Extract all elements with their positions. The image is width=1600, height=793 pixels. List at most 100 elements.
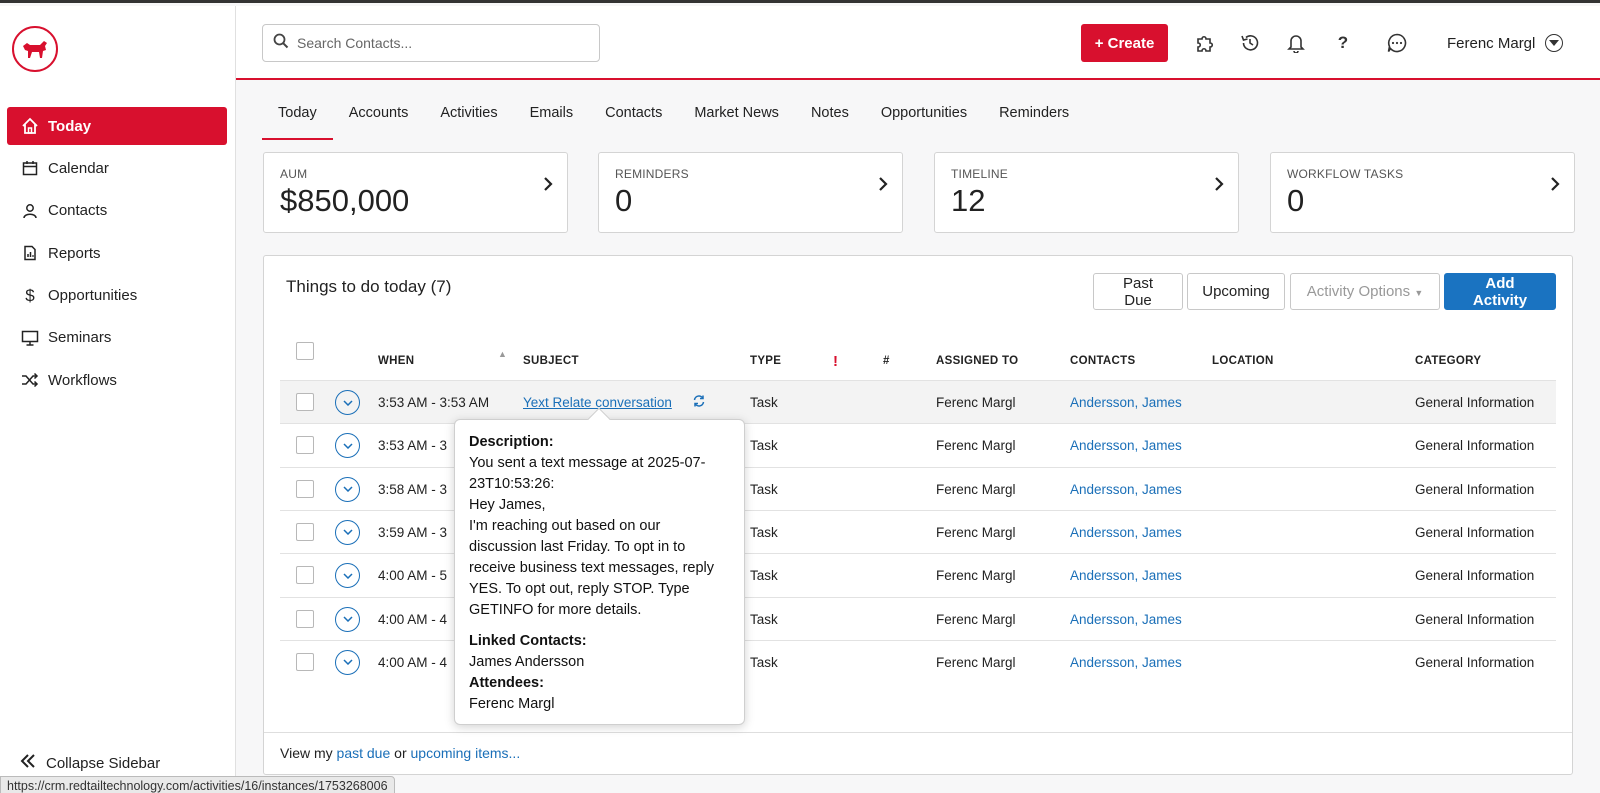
- table-row[interactable]: 4:00 AM - 4 Task Ferenc Margl Andersson,…: [280, 639, 1556, 683]
- tab-market-news[interactable]: Market News: [694, 105, 779, 121]
- row-when: 3:53 AM - 3:53 AM: [378, 395, 490, 410]
- tab-opportunities[interactable]: Opportunities: [880, 105, 968, 121]
- row-checkbox[interactable]: [296, 436, 314, 455]
- col-priority[interactable]: !: [833, 353, 839, 370]
- create-button[interactable]: + Create: [1081, 24, 1168, 62]
- expand-row-icon[interactable]: [335, 606, 360, 632]
- tab-accounts[interactable]: Accounts: [348, 105, 409, 121]
- expand-row-icon[interactable]: [335, 476, 360, 502]
- sidebar-item-workflows[interactable]: Workflows: [7, 361, 227, 399]
- sidebar-item-seminars[interactable]: Seminars: [7, 319, 227, 357]
- tab-emails[interactable]: Emails: [529, 105, 574, 121]
- sidebar-item-opportunities[interactable]: $ Opportunities: [7, 277, 227, 315]
- row-checkbox[interactable]: [296, 609, 314, 628]
- add-activity-button[interactable]: Add Activity: [1444, 273, 1556, 310]
- tab-today[interactable]: Today: [262, 90, 333, 140]
- row-contact-link[interactable]: Andersson, James: [1070, 481, 1182, 497]
- tooltip-attendees-value: Ferenc Margl: [469, 696, 555, 712]
- past-due-link[interactable]: past due: [336, 745, 391, 761]
- collapse-sidebar-button[interactable]: Collapse Sidebar: [20, 754, 160, 772]
- shuffle-icon: [21, 371, 39, 389]
- col-location[interactable]: LOCATION: [1212, 355, 1274, 367]
- calendar-icon: [21, 159, 39, 177]
- select-all-checkbox[interactable]: [296, 342, 314, 360]
- sidebar-item-contacts[interactable]: Contacts: [7, 192, 227, 230]
- chat-icon[interactable]: [1386, 32, 1408, 54]
- past-due-button[interactable]: Past Due: [1093, 273, 1183, 310]
- redtail-logo-icon[interactable]: [12, 26, 58, 72]
- tab-activities[interactable]: Activities: [440, 105, 498, 121]
- row-checkbox[interactable]: [296, 393, 314, 411]
- expand-row-icon[interactable]: [335, 390, 360, 415]
- bell-icon[interactable]: [1285, 32, 1307, 54]
- row-type: Task: [750, 524, 778, 540]
- upcoming-button[interactable]: Upcoming: [1187, 273, 1285, 310]
- timeline-card[interactable]: TIMELINE 12: [934, 152, 1239, 233]
- table-row[interactable]: 3:59 AM - 3 Task Ferenc Margl Andersson,…: [280, 509, 1556, 553]
- expand-row-icon[interactable]: [335, 519, 360, 545]
- sidebar: Today Calendar Contacts Reports $ Opport…: [0, 6, 236, 793]
- footer-or: or: [394, 745, 407, 761]
- sidebar-item-label: Contacts: [48, 202, 108, 220]
- table-row[interactable]: 4:00 AM - 5 Task Ferenc Margl Andersson,…: [280, 553, 1556, 596]
- col-when[interactable]: WHEN: [378, 355, 415, 367]
- tooltip-body: I'm reaching out based on our discussion…: [469, 518, 714, 618]
- card-value: 12: [951, 183, 986, 218]
- table-row[interactable]: 3:53 AM - 3 Task Ferenc Margl Andersson,…: [280, 423, 1556, 466]
- card-label: REMINDERS: [615, 167, 689, 181]
- table-row[interactable]: 3:58 AM - 3 Task Ferenc Margl Andersson,…: [280, 466, 1556, 510]
- col-assigned-to[interactable]: ASSIGNED TO: [936, 355, 1019, 367]
- row-assigned: Ferenc Margl: [936, 438, 1016, 454]
- table-row[interactable]: 3:53 AM - 3:53 AM Yext Relate conversati…: [280, 380, 1556, 424]
- sidebar-item-today[interactable]: Today: [7, 107, 227, 145]
- row-checkbox[interactable]: [296, 522, 314, 541]
- row-checkbox[interactable]: [296, 652, 314, 671]
- row-assigned: Ferenc Margl: [936, 395, 1016, 410]
- help-icon[interactable]: ?: [1337, 33, 1349, 52]
- row-contact-link[interactable]: Andersson, James: [1070, 438, 1182, 454]
- expand-row-icon[interactable]: [335, 649, 360, 675]
- row-contact-link[interactable]: Andersson, James: [1070, 524, 1182, 540]
- search-input[interactable]: [297, 35, 577, 51]
- card-label: AUM: [280, 167, 308, 181]
- panel-title: Things to do today (7): [286, 277, 452, 296]
- row-category: General Information: [1415, 395, 1535, 410]
- row-contact-link[interactable]: Andersson, James: [1070, 395, 1182, 410]
- col-subject[interactable]: SUBJECT: [523, 355, 579, 367]
- col-category[interactable]: CATEGORY: [1415, 355, 1482, 367]
- tab-reminders[interactable]: Reminders: [999, 105, 1070, 121]
- activity-options-label: Activity Options: [1306, 283, 1411, 300]
- history-icon[interactable]: [1239, 32, 1261, 54]
- activity-options-dropdown[interactable]: Activity Options ▼: [1290, 273, 1440, 310]
- tooltip-attendees-label: Attendees:: [469, 675, 544, 691]
- user-menu[interactable]: Ferenc Margl: [1447, 34, 1564, 52]
- row-contact-link[interactable]: Andersson, James: [1070, 568, 1182, 584]
- chevron-right-icon: [878, 177, 888, 196]
- row-checkbox[interactable]: [296, 566, 314, 585]
- aum-card[interactable]: AUM $850,000: [263, 152, 568, 233]
- reminders-card[interactable]: REMINDERS 0: [598, 152, 903, 233]
- workflow-tasks-card[interactable]: WORKFLOW TASKS 0: [1270, 152, 1575, 233]
- row-category: General Information: [1415, 524, 1535, 540]
- col-number[interactable]: #: [883, 355, 890, 367]
- tab-notes[interactable]: Notes: [810, 105, 849, 121]
- expand-row-icon[interactable]: [335, 563, 360, 589]
- row-when: 4:00 AM - 4: [378, 654, 448, 670]
- expand-row-icon[interactable]: [335, 433, 360, 459]
- table-row[interactable]: 4:00 AM - 4 Task Ferenc Margl Andersson,…: [280, 596, 1556, 640]
- row-contact-link[interactable]: Andersson, James: [1070, 654, 1182, 670]
- upcoming-items-link[interactable]: upcoming items...: [410, 745, 521, 761]
- col-contacts[interactable]: CONTACTS: [1070, 355, 1136, 367]
- sort-asc-icon[interactable]: ▲: [498, 349, 508, 359]
- dollar-icon: $: [25, 285, 35, 305]
- puzzle-icon[interactable]: [1194, 32, 1216, 54]
- row-subject-link[interactable]: Yext Relate conversation: [523, 395, 672, 410]
- sidebar-item-reports[interactable]: Reports: [7, 234, 227, 272]
- sidebar-item-calendar[interactable]: Calendar: [7, 149, 227, 187]
- row-contact-link[interactable]: Andersson, James: [1070, 611, 1182, 627]
- caret-down-icon: [1545, 34, 1564, 52]
- row-type: Task: [750, 438, 778, 454]
- row-checkbox[interactable]: [296, 479, 314, 498]
- col-type[interactable]: TYPE: [750, 355, 782, 367]
- tab-contacts[interactable]: Contacts: [605, 105, 663, 121]
